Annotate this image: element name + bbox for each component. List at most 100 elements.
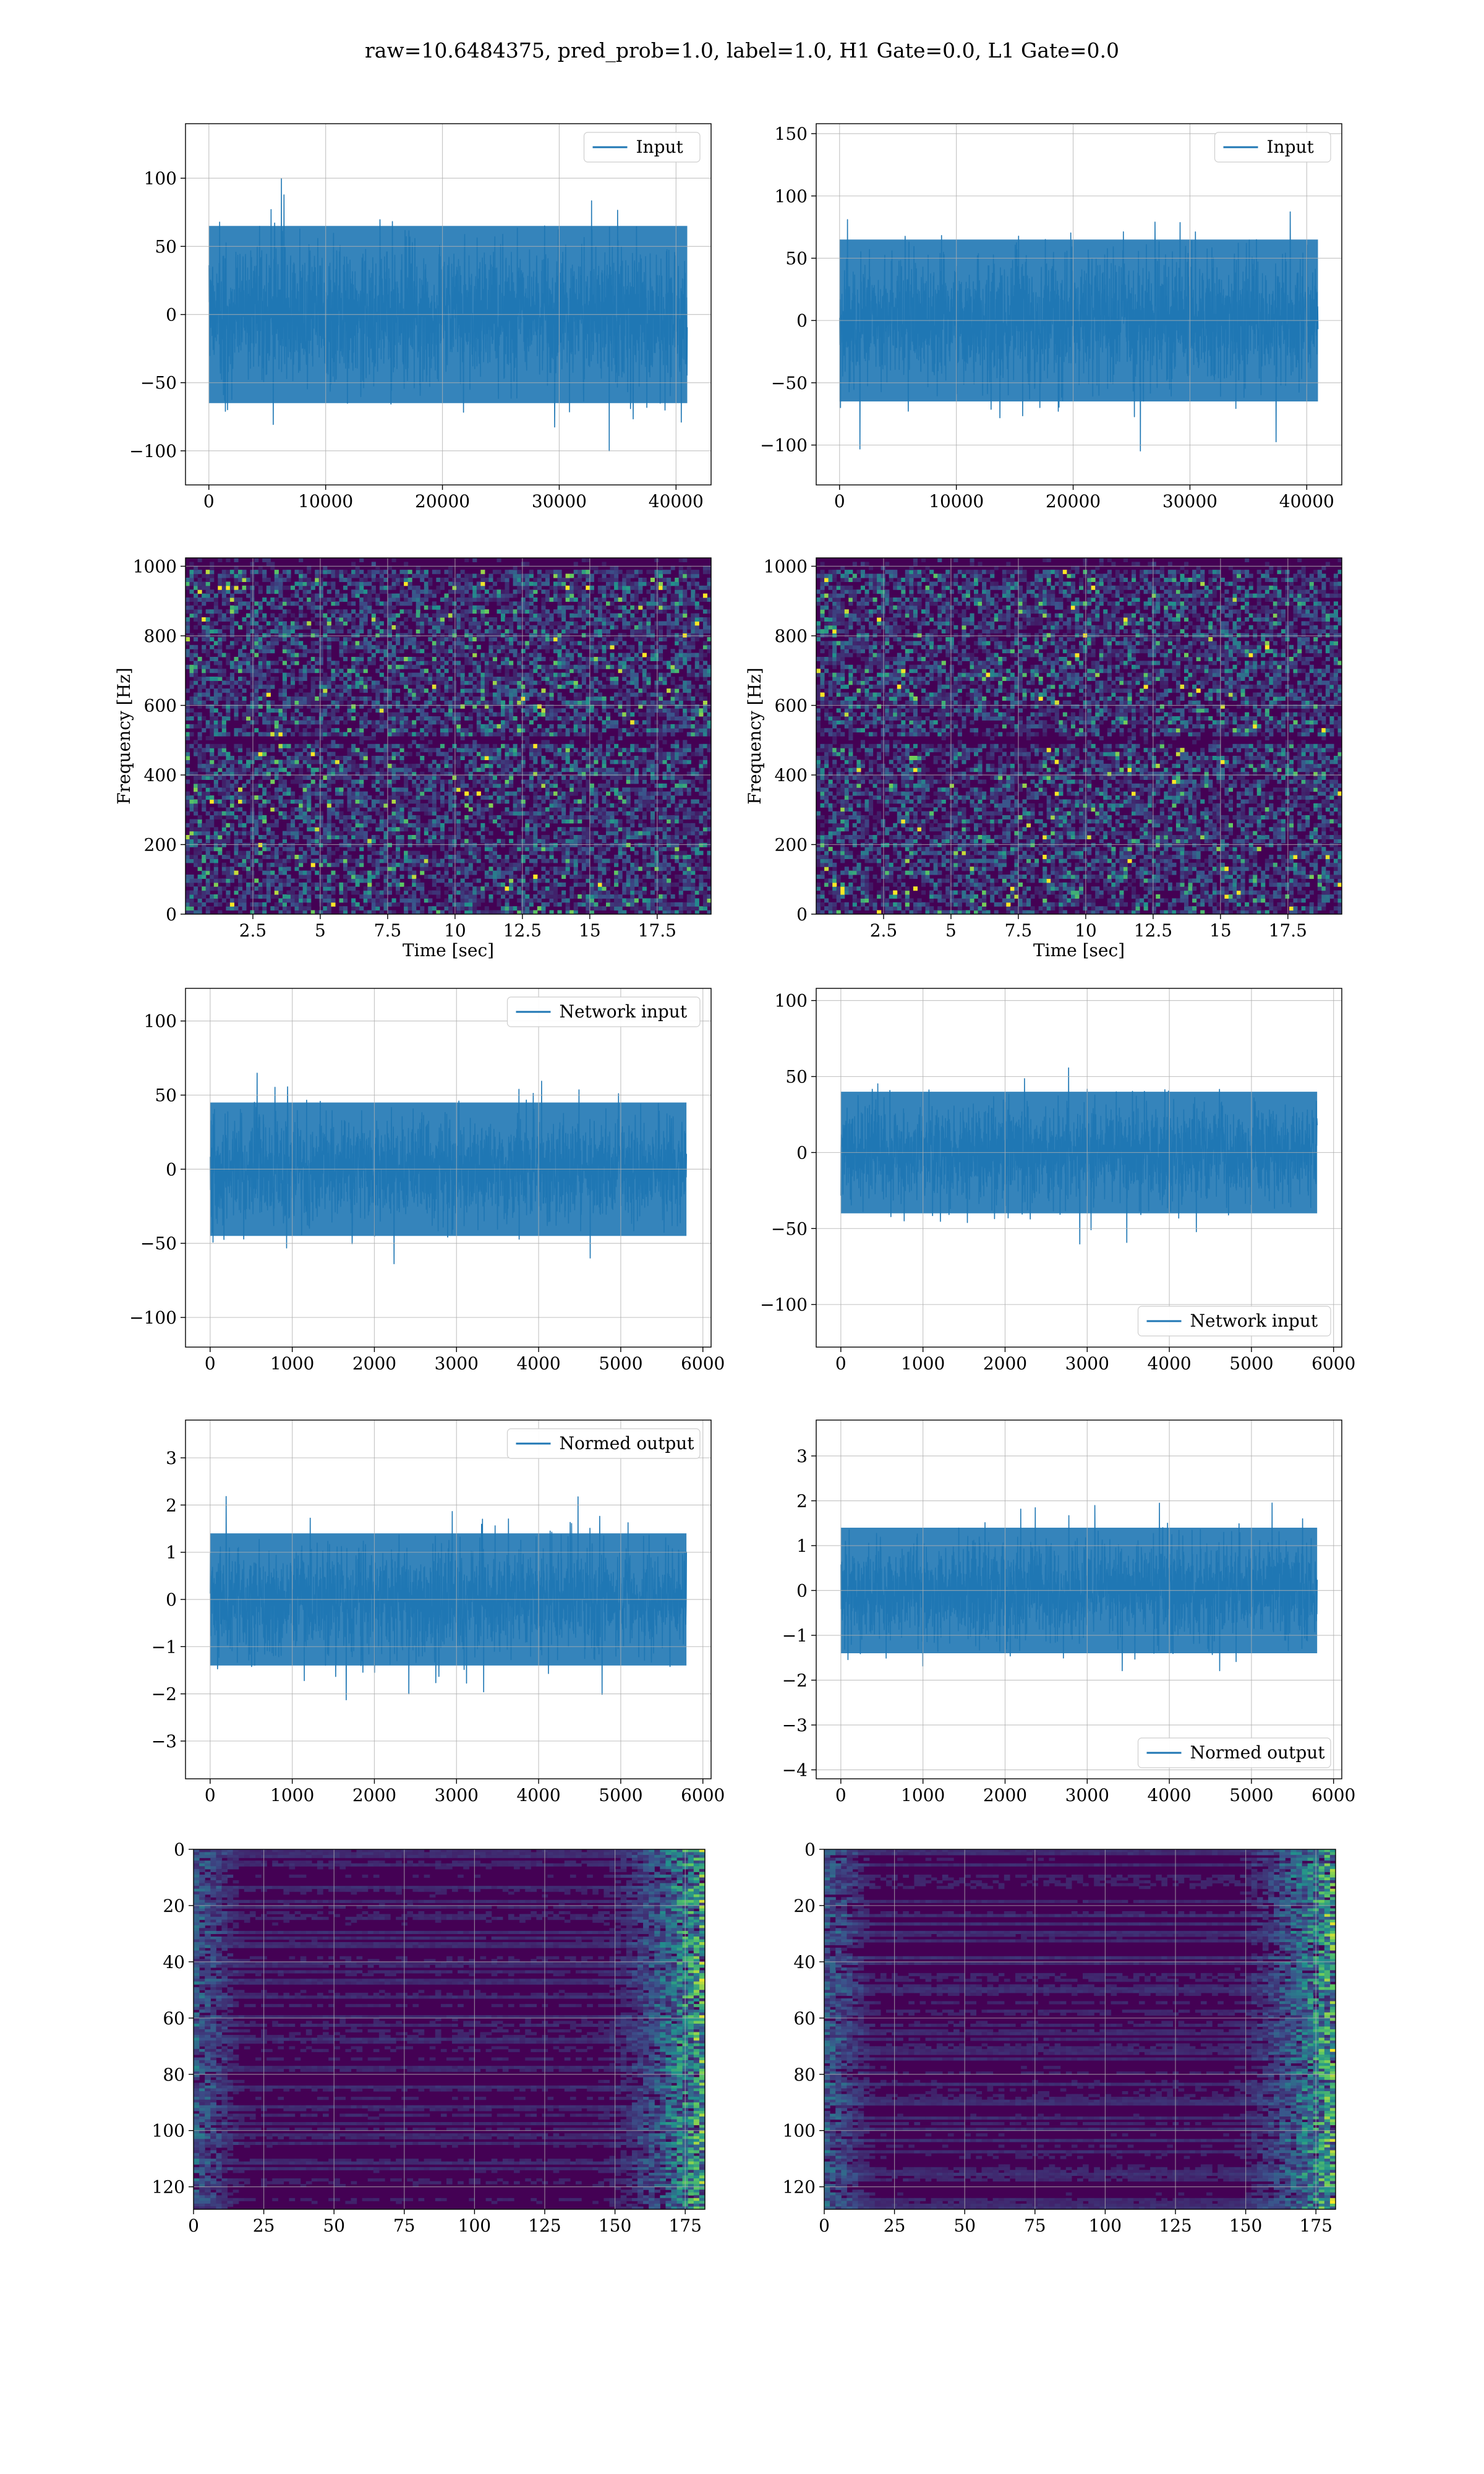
spectrogram-cell — [194, 653, 198, 657]
spectrogram-cell — [278, 842, 283, 847]
spectrogram-cell — [355, 803, 360, 808]
spectrogram-cell — [509, 910, 514, 914]
spectrogram-cell — [278, 621, 283, 626]
spectrogram-cell — [379, 688, 384, 693]
spectrogram-cell — [432, 760, 437, 764]
spectrogram-cell — [379, 870, 384, 875]
spectrogram-cell — [213, 692, 218, 697]
spectrogram-cell — [432, 799, 437, 804]
spectrogram-cell — [254, 768, 259, 773]
spectrogram-cell — [456, 653, 461, 657]
spectrogram-cell — [197, 827, 202, 832]
spectrogram-cell — [323, 823, 328, 828]
spectrogram-cell — [412, 890, 417, 895]
spectrogram-cell — [476, 855, 481, 859]
spectrogram-cell — [460, 862, 465, 867]
spectrogram-cell — [484, 906, 489, 911]
spectrogram-cell — [472, 617, 477, 622]
spectrogram-cell — [355, 787, 360, 792]
spectrogram-cell — [460, 585, 465, 590]
spectrogram-cell — [315, 791, 320, 796]
spectrogram-cell — [323, 827, 328, 832]
spectrogram-cell — [476, 664, 481, 669]
spectrogram-cell — [379, 819, 384, 824]
spectrogram-cell — [436, 894, 441, 899]
spectrogram-cell — [189, 855, 194, 859]
spectrogram-cell — [213, 831, 218, 836]
spectrogram-cell — [210, 835, 215, 839]
spectrogram-cell — [250, 760, 255, 764]
spectrogram-cell — [258, 811, 263, 816]
spectrogram-cell — [432, 684, 437, 689]
spectrogram-cell — [529, 751, 534, 756]
spectrogram-cell — [513, 803, 518, 808]
spectrogram-cell — [521, 763, 526, 768]
spectrogram-cell — [229, 768, 234, 773]
spectrogram-cell — [553, 649, 558, 654]
spectrogram-cell — [541, 807, 546, 812]
spectrogram-cell — [480, 890, 485, 895]
spectrogram-cell — [464, 910, 469, 914]
spectrogram-cell — [274, 578, 279, 582]
spectrogram-cell — [363, 799, 368, 804]
spectrogram-cell — [488, 850, 493, 855]
spectrogram-cell — [238, 902, 243, 907]
spectrogram-cell — [379, 633, 384, 638]
spectrogram-cell — [404, 827, 409, 832]
spectrogram-cell — [347, 684, 352, 689]
spectrogram-cell — [432, 819, 437, 824]
spectrogram-cell — [416, 898, 420, 903]
spectrogram-cell — [468, 677, 473, 681]
spectrogram-cell — [488, 811, 493, 816]
spectrogram-cell — [399, 768, 404, 773]
spectrogram-cell — [428, 696, 433, 701]
spectrogram-cell — [505, 633, 510, 638]
spectrogram-cell — [197, 677, 202, 681]
spectrogram-cell — [541, 886, 546, 891]
spectrogram-cell — [355, 633, 360, 638]
spectrogram-cell — [440, 842, 445, 847]
spectrogram-cell — [202, 875, 207, 879]
spectrogram-cell — [286, 728, 291, 733]
spectrogram-cell — [315, 751, 320, 756]
spectrogram-cell — [391, 898, 396, 903]
spectrogram-cell — [529, 811, 534, 816]
spectrogram-cell — [371, 688, 376, 693]
spectrogram-cell — [202, 870, 207, 875]
spectrogram-cell — [525, 839, 530, 844]
plot-area — [208, 178, 688, 452]
spectrogram-cell — [363, 601, 368, 606]
spectrogram-cell — [355, 613, 360, 618]
spectrogram-cell — [424, 858, 429, 863]
spectrogram-cell — [286, 831, 291, 836]
spectrogram-cell — [194, 680, 198, 685]
spectrogram-cell — [416, 677, 420, 681]
spectrogram-cell — [363, 621, 368, 626]
spectrogram-cell — [399, 708, 404, 713]
spectrogram-cell — [399, 680, 404, 685]
spectrogram-cell — [218, 850, 223, 855]
spectrogram-cell — [282, 688, 287, 693]
spectrogram-cell — [444, 653, 449, 657]
spectrogram-cell — [250, 858, 255, 863]
spectrogram-cell — [501, 704, 506, 709]
spectrogram-cell — [448, 570, 453, 575]
spectrogram-cell — [549, 684, 554, 689]
spectrogram-cell — [501, 839, 506, 844]
spectrogram-cell — [213, 680, 218, 685]
spectrogram-cell — [310, 664, 315, 669]
spectrogram-cell — [428, 605, 433, 610]
spectrogram-cell — [525, 573, 530, 578]
spectrogram-cell — [509, 661, 514, 666]
spectrogram-cell — [339, 815, 344, 820]
spectrogram-cell — [266, 870, 271, 875]
spectrogram-cell — [186, 653, 190, 657]
spectrogram-cell — [286, 890, 291, 895]
spectrogram-cell — [391, 700, 396, 705]
spectrogram-cell — [379, 720, 384, 725]
spectrogram-cell — [355, 819, 360, 824]
spectrogram-cell — [505, 605, 510, 610]
spectrogram-cell — [367, 878, 372, 883]
spectrogram-cell — [266, 894, 271, 899]
spectrogram-cell — [456, 672, 461, 677]
